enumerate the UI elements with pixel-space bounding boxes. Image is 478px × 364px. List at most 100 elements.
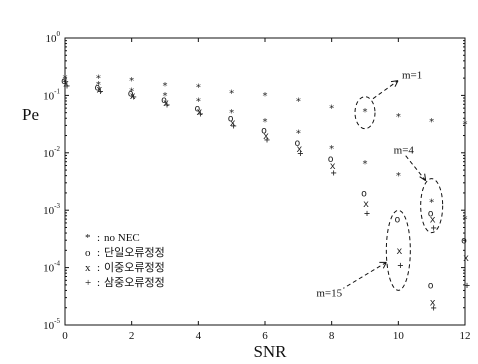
- data-point-cross: x: [230, 118, 236, 129]
- data-point-star: *: [429, 197, 435, 208]
- data-point-circle: o: [328, 154, 334, 165]
- annotation-arrowhead-m15: [379, 261, 387, 269]
- data-point-plus: +: [297, 148, 303, 159]
- y-tick-label: 10-3: [43, 202, 60, 217]
- y-tick-label: 10-1: [43, 87, 60, 102]
- data-point-plus: +: [431, 223, 437, 234]
- legend-label-no-nec: no NEC: [104, 232, 140, 244]
- data-point-cross: x: [330, 161, 336, 172]
- data-point-cross: x: [263, 131, 269, 142]
- data-point-star: *: [295, 129, 301, 140]
- data-point-plus: +: [97, 86, 103, 97]
- annotation-ellipse-m15: [385, 209, 411, 291]
- data-point-star: *: [262, 91, 268, 102]
- data-point-cross: x: [63, 78, 69, 89]
- data-point-star: *: [362, 159, 368, 170]
- data-point-star: *: [229, 108, 235, 119]
- data-point-star: *: [329, 144, 335, 155]
- data-point-plus: +: [464, 280, 470, 291]
- data-point-star: *: [362, 107, 368, 118]
- y-tick-label: 10-2: [43, 145, 60, 160]
- annotation-ellipse-m1: [354, 96, 376, 130]
- annotation-label-m4: m=4: [394, 145, 415, 157]
- legend-marker-single: o: [85, 247, 91, 259]
- data-point-cross: x: [196, 107, 202, 118]
- legend-colon-0: :: [97, 232, 100, 244]
- annotation-label-m15: m=15: [316, 287, 342, 299]
- data-point-plus: +: [397, 261, 403, 272]
- x-tick-label: 4: [196, 330, 202, 342]
- data-point-star: *: [129, 86, 135, 97]
- annotation-arrow-m4: [405, 155, 427, 181]
- data-point-star: *: [395, 112, 401, 123]
- annotations: m=1 m=4 m=15: [316, 70, 444, 299]
- annotation-label-m1: m=1: [402, 70, 422, 82]
- legend-label-triple: 삼중오류정정: [104, 276, 165, 289]
- data-point-circle: o: [128, 89, 134, 100]
- legend-marker-triple: +: [85, 277, 91, 289]
- annotation-ellipse-m4: [420, 178, 444, 234]
- data-point-star: *: [62, 78, 68, 89]
- data-point-circle: o: [261, 125, 267, 136]
- data-point-circle: o: [161, 95, 167, 106]
- legend-colon-2: :: [97, 262, 100, 274]
- data-point-star: *: [95, 80, 101, 91]
- data-point-cross: x: [430, 215, 436, 226]
- data-point-circle: o: [428, 208, 434, 219]
- annotation-arrowhead-m4: [419, 173, 427, 182]
- data-point-cross: x: [296, 144, 302, 155]
- data-point-circle: o: [94, 83, 100, 94]
- data-point-cross: x: [396, 246, 402, 257]
- annotation-arrow-m15: [343, 261, 387, 289]
- data-point-plus: +: [64, 81, 70, 92]
- legend-label-single: 단일오류정정: [104, 245, 165, 259]
- data-point-star: *: [195, 83, 201, 94]
- legend-marker-no-nec: *: [85, 232, 91, 244]
- x-tick-label: 2: [129, 330, 135, 342]
- x-axis-label: SNR: [253, 342, 287, 361]
- data-point-star: *: [395, 171, 401, 182]
- data-point-star: *: [429, 117, 435, 128]
- data-point-cross: x: [130, 91, 136, 102]
- data-point-star: *: [62, 74, 68, 85]
- data-point-star: *: [229, 89, 235, 100]
- data-point-star: *: [295, 96, 301, 107]
- data-points: ** ** **********************oooooooooooooo…: [61, 74, 470, 315]
- legend-label-double: 이중오류정정: [104, 261, 165, 274]
- data-point-plus: +: [164, 100, 170, 111]
- legend-colon-3: :: [97, 277, 100, 289]
- data-point-star: *: [462, 215, 468, 226]
- data-point-plus: +: [131, 92, 137, 103]
- data-point-plus: +: [331, 168, 337, 179]
- x-tick-label: 0: [62, 330, 68, 342]
- annotation-arrow-m1: [372, 80, 399, 100]
- annotation-arrowhead-m1: [390, 80, 399, 87]
- y-tick-label: 10-4: [43, 260, 60, 275]
- data-point-circle: o: [394, 215, 400, 226]
- data-point-circle: o: [228, 114, 234, 125]
- y-tick-label: 10-5: [43, 317, 60, 332]
- data-point-plus: +: [264, 135, 270, 146]
- data-point-plus: +: [431, 303, 437, 314]
- data-point-circle: o: [428, 280, 434, 291]
- legend: * : no NEC o : 단일오류정정 x : 이중오류정정 + : 삼중오…: [85, 232, 165, 289]
- data-point-cross: x: [430, 298, 436, 309]
- y-axis-label: Pe: [22, 105, 39, 124]
- x-tick-label: 8: [329, 330, 335, 342]
- data-point-circle: o: [461, 236, 467, 247]
- data-point-cross: x: [363, 199, 369, 210]
- data-point-star: *: [195, 96, 201, 107]
- data-point-star: *: [329, 104, 335, 115]
- x-tick-label: 10: [393, 330, 405, 342]
- y-tick-label: 100: [46, 30, 61, 45]
- data-point-cross: x: [96, 84, 102, 95]
- data-point-star: *: [162, 81, 168, 92]
- legend-colon-1: :: [97, 247, 100, 259]
- data-point-cross: x: [463, 253, 469, 264]
- data-point-star: *: [129, 76, 135, 87]
- data-point-circle: o: [361, 188, 367, 199]
- data-point-star: *: [95, 74, 101, 85]
- data-point-circle: o: [61, 76, 67, 87]
- data-point-circle: o: [194, 104, 200, 115]
